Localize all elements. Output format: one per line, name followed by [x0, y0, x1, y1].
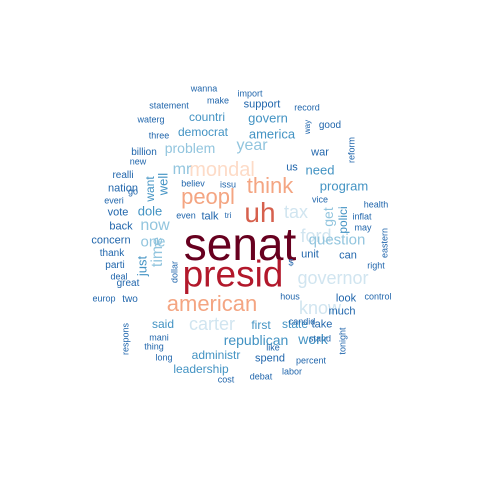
word-respons: respons [122, 323, 131, 355]
word-stand: stand [309, 335, 331, 344]
word-spend: spend [255, 354, 285, 365]
word-one: one [140, 235, 165, 250]
word-mondal: mondal [189, 160, 255, 180]
word-issu: issu [220, 181, 236, 190]
word-presid: presid [183, 256, 284, 293]
word-now: now [140, 218, 169, 234]
word-may: may [354, 224, 371, 233]
word-like: like [266, 344, 280, 353]
word-way: way [304, 120, 312, 134]
word-war: war [311, 148, 329, 159]
word-believ: believ [181, 180, 205, 189]
word-uh: uh [244, 199, 275, 227]
word-two: two [122, 295, 138, 305]
word-support: support [244, 100, 281, 111]
word-right: right [367, 262, 385, 271]
word-inflat: inflat [352, 213, 371, 222]
word-realli: realli [112, 171, 133, 181]
word-govern: govern [248, 112, 288, 125]
word-vote: vote [108, 208, 129, 219]
word-wanna: wanna [191, 85, 218, 94]
word-deal: deal [110, 273, 127, 282]
word-leadership: leadership [173, 363, 228, 375]
word-just: just [136, 256, 149, 276]
word-dollar-sign: $ [288, 259, 293, 268]
word-get: get [321, 207, 335, 226]
word-look: look [336, 294, 356, 305]
word-candid: candid [289, 318, 316, 327]
word-health: health [364, 201, 389, 210]
word-cost: cost [218, 376, 235, 385]
word-thank: thank [100, 249, 124, 259]
word-said: said [152, 318, 174, 330]
word-unit: unit [301, 250, 319, 261]
word-go: go [128, 188, 138, 197]
word-first: first [251, 319, 270, 331]
word-dollar: dollar [171, 261, 180, 283]
word-need: need [306, 164, 335, 177]
word-everi: everi [104, 197, 124, 206]
word-problem: problem [165, 141, 216, 155]
word-us: us [286, 163, 298, 174]
word-debat: debat [250, 373, 273, 382]
word-make: make [207, 97, 229, 106]
word-dole: dole [138, 205, 163, 218]
word-even: even [176, 212, 196, 221]
word-governor: governor [297, 269, 368, 287]
word-carter: carter [189, 315, 235, 333]
word-three: three [149, 132, 170, 141]
word-record: record [294, 104, 320, 113]
word-waterg: waterg [137, 116, 164, 125]
word-concern: concern [91, 236, 130, 247]
word-america: america [249, 128, 295, 141]
word-hous: hous [280, 293, 300, 302]
word-want: want [144, 176, 156, 201]
word-good: good [319, 121, 341, 131]
word-vice: vice [312, 196, 328, 205]
word-question: question [309, 233, 366, 248]
word-new: new [130, 158, 147, 167]
word-well: well [157, 173, 170, 195]
word-tax: tax [284, 203, 308, 221]
word-tri: tri [225, 212, 232, 220]
word-program: program [320, 180, 368, 193]
word-administr: administr [192, 349, 241, 361]
word-reform: reform [348, 137, 357, 163]
word-thing: thing [144, 343, 164, 352]
word-percent: percent [296, 357, 326, 366]
word-countri: countri [189, 111, 225, 123]
word-can: can [339, 251, 357, 262]
word-democrat: democrat [178, 126, 228, 138]
word-american: american [167, 293, 257, 315]
word-tonight: tonight [339, 327, 348, 354]
word-control: control [364, 293, 391, 302]
word-mr: mr [173, 162, 192, 178]
word-europ: europ [92, 295, 115, 304]
word-much: much [329, 307, 356, 318]
word-import: import [237, 90, 262, 99]
word-labor: labor [282, 368, 302, 377]
word-polici: polici [337, 206, 349, 233]
word-statement: statement [149, 102, 189, 111]
word-eastern: eastern [381, 228, 390, 258]
word-talk: talk [201, 212, 218, 223]
word-back: back [109, 222, 132, 233]
word-parti: parti [105, 261, 124, 271]
word-long: long [155, 354, 172, 363]
